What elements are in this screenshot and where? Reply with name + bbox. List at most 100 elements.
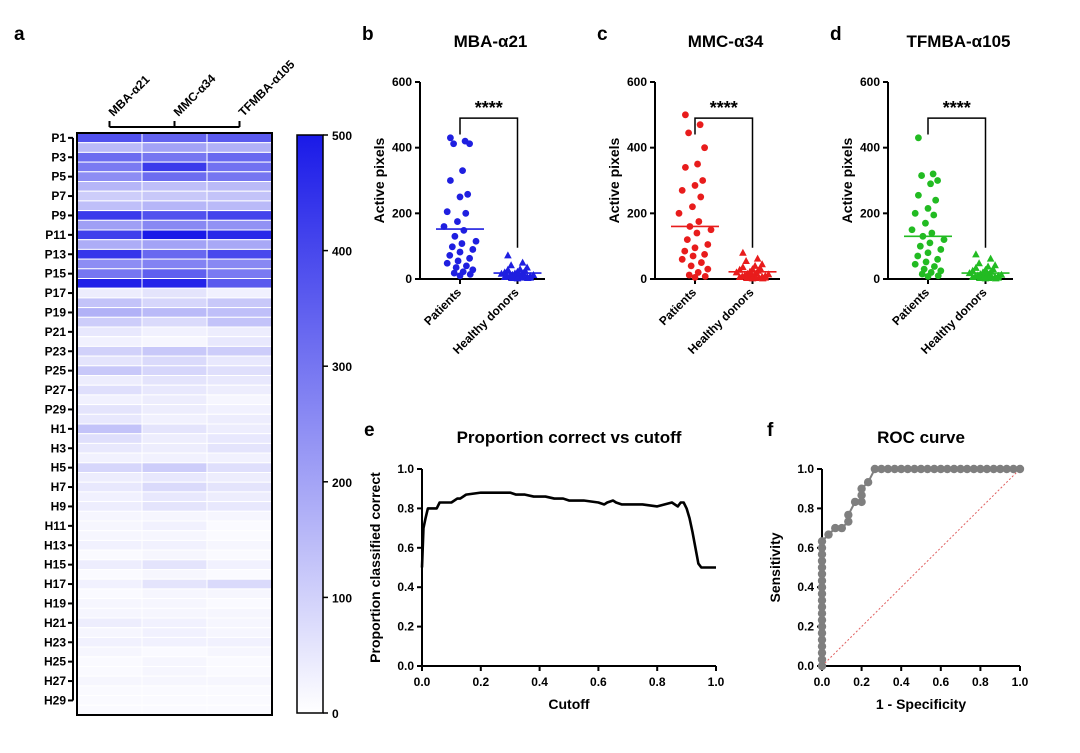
panel-letter-f: f xyxy=(767,420,774,441)
colorbar-tick-label: 200 xyxy=(332,476,352,490)
heatmap-cell xyxy=(76,627,143,638)
patient-point xyxy=(924,249,932,257)
heatmap-cell xyxy=(141,423,208,435)
heatmap-cell xyxy=(141,578,208,590)
roc-point xyxy=(916,464,926,474)
heatmap-cell xyxy=(76,200,143,212)
heatmap-cell xyxy=(141,433,208,444)
patient-point xyxy=(675,209,683,217)
heatmap-cell xyxy=(206,636,273,648)
x-tick-label: 0.4 xyxy=(531,675,548,689)
heatmap-column-label: MMC-α34 xyxy=(171,71,219,119)
heatmap-cell xyxy=(206,287,273,299)
colorbar-tick-label: 100 xyxy=(332,591,352,605)
patient-point xyxy=(454,257,462,265)
x-axis-label: Cutoff xyxy=(548,696,590,712)
heatmap-cell xyxy=(141,462,208,473)
heatmap-row-label: P5 xyxy=(51,170,66,184)
x-tick-label: 0.0 xyxy=(414,675,431,689)
x-tick-label: 0.2 xyxy=(853,675,870,689)
roc-point xyxy=(817,635,827,644)
heatmap-row-label: H1 xyxy=(51,422,67,436)
patient-point xyxy=(454,218,461,225)
roc-point xyxy=(817,622,827,631)
roc-point xyxy=(962,464,972,474)
patient-point xyxy=(466,254,473,262)
heatmap-cell xyxy=(141,413,208,425)
patient-point xyxy=(678,186,686,194)
heatmap-cell xyxy=(141,695,208,706)
patient-point xyxy=(915,134,922,142)
y-tick-label: 0.0 xyxy=(797,659,814,673)
donor-point xyxy=(500,273,509,281)
heatmap-cell xyxy=(141,248,208,260)
heatmap-cell xyxy=(206,336,273,347)
y-tick-label: 400 xyxy=(860,141,880,155)
y-axis-label: Active pixels xyxy=(839,137,855,223)
heatmap-cell xyxy=(206,161,273,173)
heatmap-cell xyxy=(76,171,143,183)
heatmap-cell xyxy=(76,355,143,367)
heatmap-cell xyxy=(206,491,273,503)
patient-point xyxy=(440,223,448,230)
roc-point xyxy=(817,589,827,598)
roc-panel: 0.0 0.2 0.4 0.6 0.8 1.0 0.0 0.2 0.4 0.6 0.8 1.0 ROC … xyxy=(767,428,1029,712)
donor-point xyxy=(523,274,532,282)
heatmap-cell xyxy=(76,423,143,435)
heatmap-cell xyxy=(76,326,143,338)
heatmap-cell xyxy=(206,462,273,473)
roc-point xyxy=(844,517,853,526)
proportion-line xyxy=(420,491,716,569)
heatmap-cell xyxy=(141,151,208,163)
x-tick-label: 0.8 xyxy=(972,675,989,689)
roc-point xyxy=(817,602,827,612)
heatmap-cell xyxy=(141,365,208,376)
roc-point xyxy=(936,464,945,474)
heatmap-cell xyxy=(141,472,208,483)
x-axis-label: 1 - Specificity xyxy=(876,696,966,712)
patient-point xyxy=(460,227,468,234)
heatmap-cell xyxy=(76,569,143,580)
roc-point xyxy=(930,464,939,474)
heatmap-row-label: P13 xyxy=(45,247,67,261)
heatmap-cell xyxy=(206,181,273,192)
colorbar-tick-label: 500 xyxy=(332,129,352,143)
patient-point xyxy=(932,196,940,204)
patient-point xyxy=(707,226,715,234)
patient-point xyxy=(450,269,458,277)
heatmap-cell xyxy=(141,569,208,580)
heatmap-cell xyxy=(206,578,273,590)
heatmap-cell xyxy=(76,336,143,347)
y-tick-label: 1.0 xyxy=(397,462,414,476)
colorbar-tick-label: 300 xyxy=(332,360,352,374)
heatmap-cell xyxy=(76,278,143,289)
donor-point xyxy=(518,258,527,266)
heatmap-cell xyxy=(141,142,208,153)
roc-point xyxy=(824,530,833,539)
heatmap-cell xyxy=(206,481,273,493)
roc-point xyxy=(897,464,906,474)
patient-point xyxy=(924,205,932,212)
roc-point xyxy=(877,464,886,474)
patient-point xyxy=(926,239,934,247)
patient-point xyxy=(458,240,466,247)
heatmap-cell xyxy=(76,316,143,328)
heatmap-cell xyxy=(76,598,143,609)
heatmap-row-label: H3 xyxy=(51,441,67,455)
roc-point xyxy=(989,464,998,474)
heatmap-panel: MBA-α21 MMC-α34 TFMBA-α105 P1 P3 P5 P7 P9 P11 P13… xyxy=(44,57,352,721)
heatmap-cell xyxy=(76,307,143,318)
heatmap-cell xyxy=(141,675,208,687)
patient-point xyxy=(695,218,703,225)
heatmap-cell xyxy=(141,190,208,202)
y-tick-label: 600 xyxy=(860,75,880,89)
significance-bracket xyxy=(694,117,754,248)
heatmap-row-label: H27 xyxy=(44,674,66,688)
heatmap-cell xyxy=(141,539,208,551)
patient-point xyxy=(682,163,689,171)
colorbar xyxy=(296,134,324,714)
significance-bracket xyxy=(927,117,987,248)
heatmap-cell xyxy=(206,656,273,667)
